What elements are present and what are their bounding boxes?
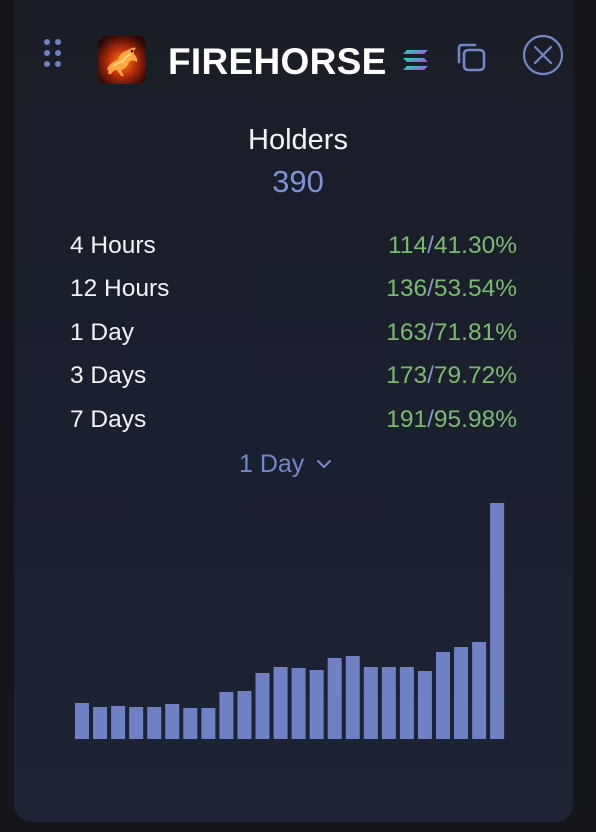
panel-header: FIREHORSE	[0, 0, 596, 110]
stat-label: 7 Days	[70, 405, 147, 433]
chart-bar	[472, 642, 487, 739]
chart-bar	[363, 667, 378, 739]
stat-count: 114	[388, 231, 428, 259]
chart-bar	[417, 671, 432, 739]
chart-bar	[490, 503, 505, 739]
stat-label: 12 Hours	[70, 275, 170, 303]
stat-row-4-hours: 4 Hours 114/41.30%	[70, 224, 517, 268]
chart-svg	[75, 503, 505, 739]
holder-stats-list: 4 Hours 114/41.30% 12 Hours 136/53.54% 1…	[70, 224, 517, 442]
stat-percent: 53.54%	[433, 275, 517, 303]
stat-value: 173/79.72%	[386, 362, 517, 390]
holders-title: Holders	[248, 124, 348, 156]
holders-bar-chart	[0, 490, 596, 750]
stat-row-7-days: 7 Days 191/95.98%	[70, 398, 517, 442]
stat-value: 163/71.81%	[386, 318, 517, 346]
token-logo	[98, 36, 146, 84]
stat-percent: 71.81%	[433, 318, 517, 346]
period-selected-label: 1 Day	[239, 449, 305, 478]
chart-bar	[436, 652, 450, 739]
stat-label: 1 Day	[70, 318, 135, 346]
token-name: FIREHORSE	[168, 41, 387, 82]
stat-label: 3 Days	[70, 362, 147, 390]
chart-bar	[345, 656, 360, 739]
stat-value: 136/53.54%	[386, 275, 517, 303]
holders-count: 390	[272, 164, 324, 199]
close-icon	[522, 34, 564, 76]
stat-count: 163	[386, 318, 428, 346]
chart-bar	[454, 647, 469, 739]
stat-percent: 41.30%	[433, 231, 517, 259]
copy-button[interactable]	[454, 40, 488, 74]
chart-bar	[93, 707, 108, 739]
chart-bar	[219, 692, 234, 739]
stat-value: 114/41.30%	[388, 231, 517, 259]
stat-count: 191	[386, 405, 428, 433]
stat-row-3-days: 3 Days 173/79.72%	[70, 355, 517, 399]
stat-row-1-day: 1 Day 163/71.81%	[70, 311, 517, 355]
copy-icon	[457, 43, 486, 72]
chart-bar	[201, 708, 216, 739]
stat-percent: 79.72%	[433, 362, 517, 390]
chart-bar	[399, 667, 414, 739]
stat-value: 191/95.98%	[386, 405, 517, 433]
stat-percent: 95.98%	[433, 405, 517, 433]
chart-bar	[129, 707, 144, 739]
chart-bar	[381, 667, 396, 739]
chart-bar	[147, 707, 162, 739]
chart-bar	[273, 667, 288, 739]
chevron-down-icon	[317, 460, 332, 468]
close-button[interactable]	[521, 33, 565, 77]
drag-handle-icon[interactable]	[43, 39, 63, 71]
chart-bar	[291, 668, 306, 739]
chart-bar	[111, 706, 126, 739]
chart-bar	[165, 704, 180, 739]
chart-bar	[309, 670, 324, 739]
stat-label: 4 Hours	[70, 231, 156, 259]
stat-count: 136	[386, 275, 428, 303]
chart-bar	[183, 708, 198, 739]
chart-bar	[237, 691, 252, 739]
stat-count: 173	[386, 362, 428, 390]
stat-row-12-hours: 12 Hours 136/53.54%	[70, 268, 517, 312]
chart-bar	[327, 658, 342, 739]
period-dropdown[interactable]: 1 Day	[239, 448, 332, 480]
chart-bar	[255, 673, 270, 739]
solana-icon	[402, 49, 430, 71]
chart-bar	[75, 703, 89, 739]
